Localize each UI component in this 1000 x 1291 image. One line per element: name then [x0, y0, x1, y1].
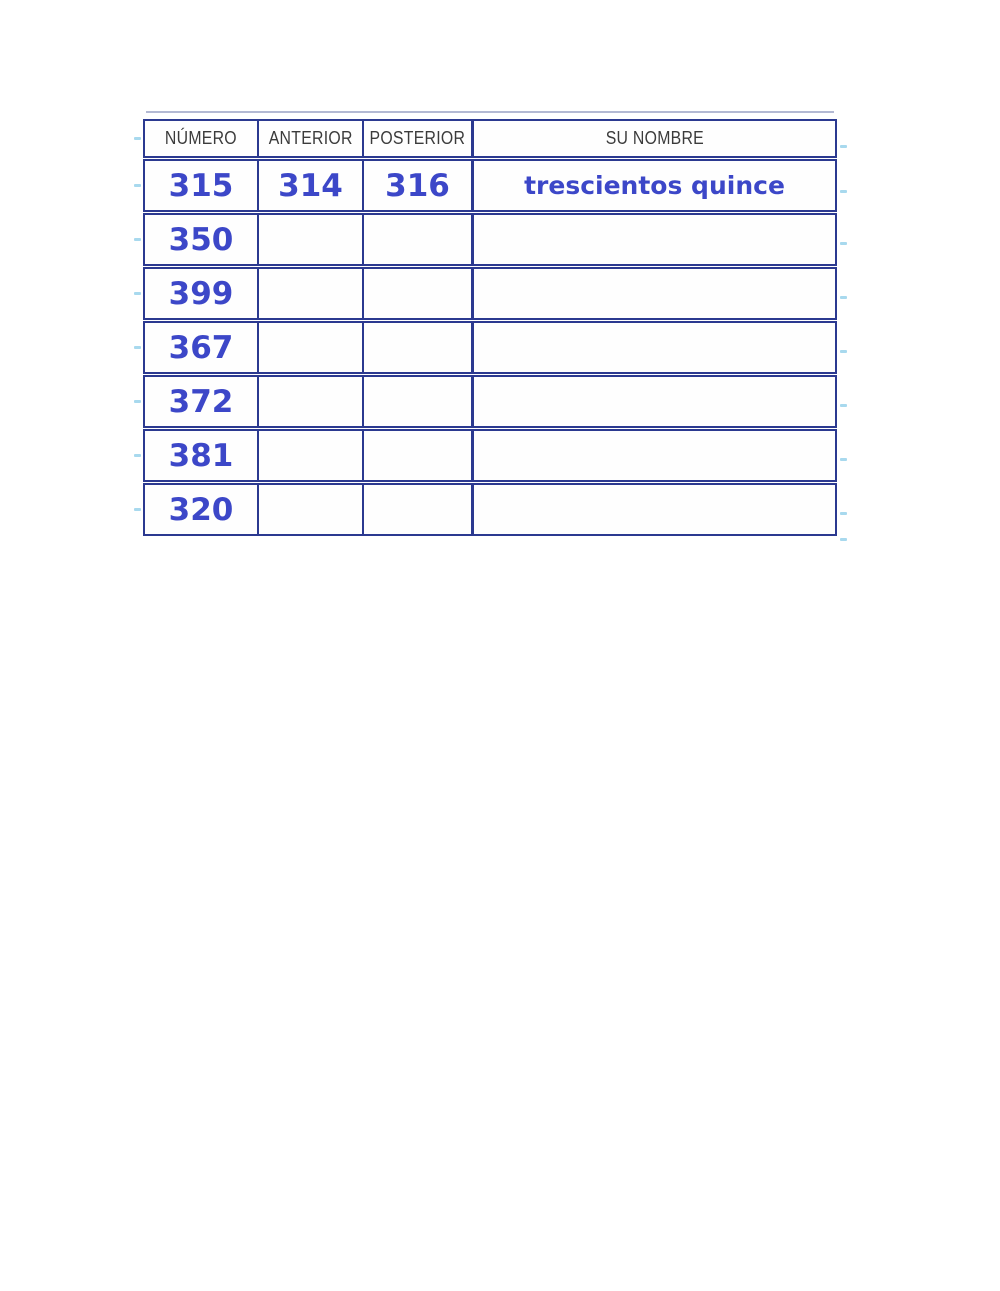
cell-numero: 399: [145, 269, 259, 318]
row-marker-tick: [840, 350, 847, 353]
cell-anterior-answer[interactable]: [259, 485, 364, 534]
header-label-su-nombre: SU NOMBRE: [605, 128, 704, 148]
cell-anterior-answer[interactable]: [259, 377, 364, 426]
row-marker-tick: [134, 292, 141, 295]
row-marker-tick: [840, 190, 847, 193]
cell-numero: 372: [145, 377, 259, 426]
cell-anterior-answer[interactable]: [259, 215, 364, 264]
cell-posterior-answer[interactable]: [364, 377, 474, 426]
cell-numero: 320: [145, 485, 259, 534]
cell-numero: 315: [145, 161, 259, 210]
numero-value: 315: [168, 167, 234, 204]
row-marker-tick: [134, 238, 141, 241]
anterior-value: 314: [278, 167, 343, 204]
decorative-top-line: [146, 111, 834, 113]
cell-anterior-answer[interactable]: [259, 323, 364, 372]
cell-posterior-answer[interactable]: 316: [364, 161, 474, 210]
row-marker-tick: [134, 454, 141, 457]
posterior-value: 316: [385, 167, 450, 204]
row-marker-tick: [840, 296, 847, 299]
cell-numero: 381: [145, 431, 259, 480]
cell-nombre-answer[interactable]: [474, 269, 835, 318]
numero-value: 372: [168, 383, 234, 420]
header-label-numero: NÚMERO: [165, 128, 237, 148]
table-row: 320: [143, 483, 837, 536]
cell-posterior-answer[interactable]: [364, 215, 474, 264]
row-marker-tick: [134, 137, 141, 140]
header-cell-posterior: POSTERIOR: [364, 121, 474, 156]
row-marker-tick: [134, 508, 141, 511]
row-marker-tick: [134, 184, 141, 187]
cell-posterior-answer[interactable]: [364, 269, 474, 318]
row-marker-tick: [840, 538, 847, 541]
table-row: 315 314 316 trescientos quince: [143, 159, 837, 212]
cell-nombre-answer[interactable]: [474, 431, 835, 480]
cell-nombre-answer[interactable]: [474, 323, 835, 372]
cell-posterior-answer[interactable]: [364, 431, 474, 480]
header-cell-numero: NÚMERO: [145, 121, 259, 156]
row-marker-tick: [840, 458, 847, 461]
cell-anterior-answer[interactable]: 314: [259, 161, 364, 210]
cell-anterior-answer[interactable]: [259, 269, 364, 318]
table-row: 350: [143, 213, 837, 266]
numero-value: 367: [168, 329, 234, 366]
table-header-row: NÚMERO ANTERIOR POSTERIOR SU NOMBRE: [143, 119, 837, 158]
row-marker-tick: [840, 242, 847, 245]
table-row: 381: [143, 429, 837, 482]
numero-value: 320: [168, 491, 234, 528]
cell-anterior-answer[interactable]: [259, 431, 364, 480]
numbers-table: NÚMERO ANTERIOR POSTERIOR SU NOMBRE 315 …: [143, 119, 837, 537]
nombre-value: trescientos quince: [524, 171, 785, 200]
numero-value: 381: [168, 437, 234, 474]
header-cell-anterior: ANTERIOR: [259, 121, 364, 156]
cell-nombre-answer[interactable]: trescientos quince: [474, 161, 835, 210]
header-cell-su-nombre: SU NOMBRE: [474, 121, 835, 156]
row-marker-tick: [134, 346, 141, 349]
cell-nombre-answer[interactable]: [474, 485, 835, 534]
table-row: 367: [143, 321, 837, 374]
header-label-anterior: ANTERIOR: [268, 128, 353, 148]
cell-numero: 367: [145, 323, 259, 372]
cell-posterior-answer[interactable]: [364, 323, 474, 372]
numero-value: 350: [168, 221, 234, 258]
numero-value: 399: [168, 275, 234, 312]
header-label-posterior: POSTERIOR: [369, 128, 466, 148]
cell-posterior-answer[interactable]: [364, 485, 474, 534]
table-row: 372: [143, 375, 837, 428]
row-marker-tick: [840, 145, 847, 148]
cell-nombre-answer[interactable]: [474, 377, 835, 426]
cell-numero: 350: [145, 215, 259, 264]
cell-nombre-answer[interactable]: [474, 215, 835, 264]
row-marker-tick: [840, 404, 847, 407]
row-marker-tick: [840, 512, 847, 515]
row-marker-tick: [134, 400, 141, 403]
table-row: 399: [143, 267, 837, 320]
